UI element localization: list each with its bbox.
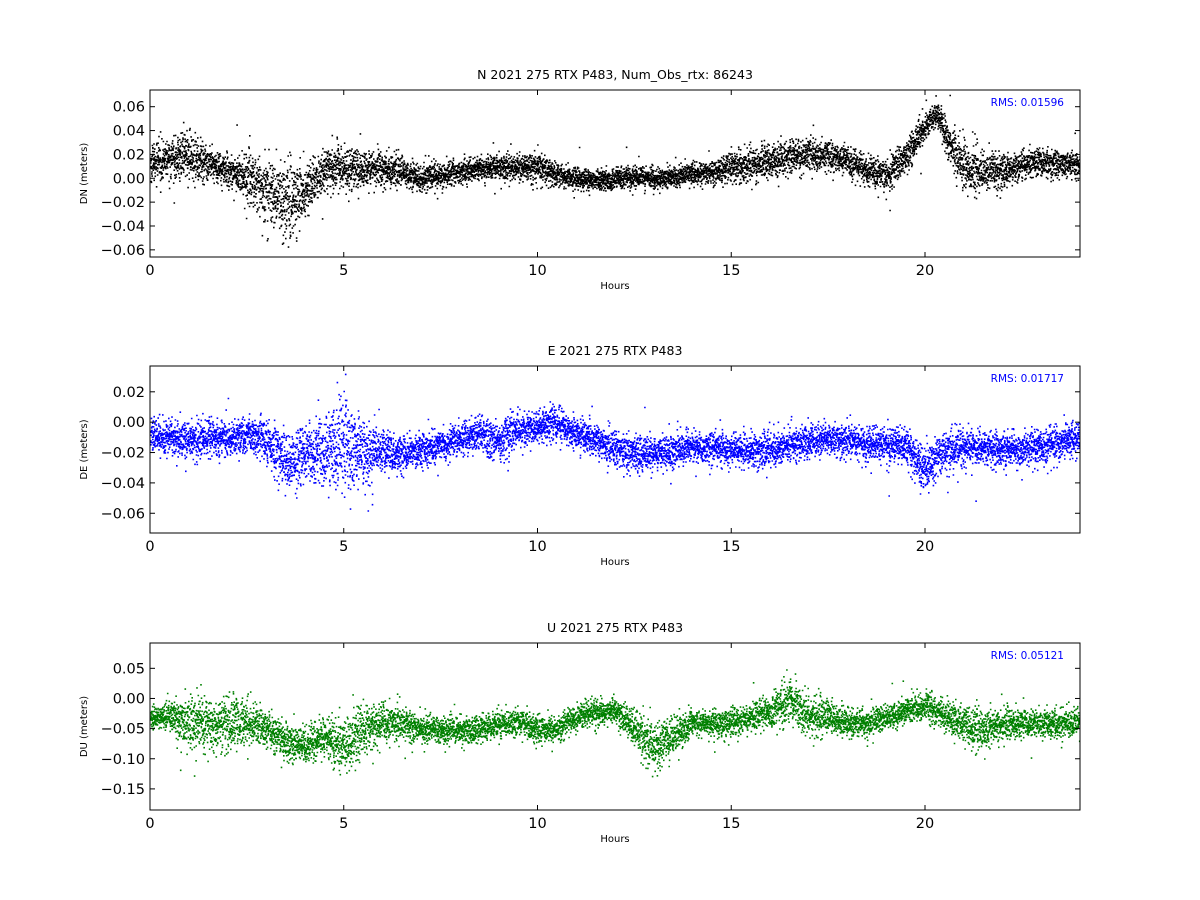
y-tick-label: 0.00 <box>113 171 145 187</box>
panel-north-rms-annotation: RMS: 0.01596 <box>991 97 1065 109</box>
panel-up: U 2021 275 RTX P483 Hours DU (meters) RM… <box>79 620 1081 845</box>
panel-east-ylabel: DE (meters) <box>79 419 90 479</box>
panel-north-frame <box>149 89 1081 258</box>
y-tick-label: 0.04 <box>113 124 145 140</box>
x-tick-label: 20 <box>916 539 934 555</box>
panel-east-yticks: −0.06 −0.04 −0.02 0.00 0.02 <box>101 385 1080 522</box>
panel-up-points <box>150 669 1080 778</box>
data-points <box>150 669 1080 778</box>
y-tick-label: 0.00 <box>113 691 145 707</box>
panel-east: E 2021 275 RTX P483 Hours DE (meters) RM… <box>79 343 1081 568</box>
x-tick-label: 5 <box>339 539 348 555</box>
data-points <box>150 373 1080 512</box>
y-tick-label: −0.04 <box>101 219 145 235</box>
x-tick-label: 20 <box>916 816 934 832</box>
y-tick-label: 0.00 <box>113 415 145 431</box>
x-tick-label: 15 <box>722 816 740 832</box>
panel-up-yticks: −0.15 −0.10 −0.05 0.00 0.05 <box>101 661 1080 798</box>
x-tick-label: 15 <box>722 539 740 555</box>
panel-north-title: N 2021 275 RTX P483, Num_Obs_rtx: 86243 <box>477 67 753 82</box>
panel-up-rms-annotation: RMS: 0.05121 <box>991 650 1064 662</box>
panel-north-ylabel: DN (meters) <box>79 143 90 205</box>
panel-up-xlabel: Hours <box>600 834 629 845</box>
panel-east-xlabel: Hours <box>600 557 629 568</box>
y-tick-label: −0.10 <box>101 752 145 768</box>
panel-east-frame <box>149 365 1081 534</box>
y-tick-label: 0.02 <box>113 385 145 401</box>
panel-up-title: U 2021 275 RTX P483 <box>547 620 683 635</box>
x-tick-label: 0 <box>145 263 154 279</box>
y-tick-label: −0.06 <box>101 506 145 522</box>
data-points <box>150 94 1080 248</box>
y-tick-label: −0.06 <box>101 243 145 259</box>
panel-east-xticks: 0 5 10 15 20 <box>145 366 934 555</box>
y-tick-label: −0.15 <box>101 782 145 798</box>
panel-north-xticks: 0 5 10 15 20 <box>145 90 934 279</box>
panel-east-rms-annotation: RMS: 0.01717 <box>991 373 1064 385</box>
x-tick-label: 15 <box>722 263 740 279</box>
y-tick-label: −0.05 <box>101 722 145 738</box>
panel-east-title: E 2021 275 RTX P483 <box>548 343 683 358</box>
panel-north-xlabel: Hours <box>600 281 629 292</box>
y-tick-label: 0.02 <box>113 147 145 163</box>
x-tick-label: 10 <box>528 263 546 279</box>
x-tick-label: 5 <box>339 263 348 279</box>
y-tick-label: −0.02 <box>101 195 145 211</box>
x-tick-label: 0 <box>145 539 154 555</box>
panel-north-yticks: −0.06 −0.04 −0.02 0.00 0.02 0.04 0.06 <box>101 100 1080 259</box>
x-tick-label: 10 <box>528 816 546 832</box>
y-tick-label: −0.04 <box>101 476 145 492</box>
panel-up-xticks: 0 5 10 15 20 <box>145 643 934 832</box>
panel-up-frame <box>149 642 1081 811</box>
x-tick-label: 10 <box>528 539 546 555</box>
panel-north: N 2021 275 RTX P483, Num_Obs_rtx: 86243 … <box>79 67 1081 292</box>
y-tick-label: 0.05 <box>113 661 145 677</box>
panel-up-ylabel: DU (meters) <box>79 696 90 757</box>
y-tick-label: 0.06 <box>113 100 145 116</box>
panel-north-points <box>150 94 1080 248</box>
panel-east-points <box>150 373 1080 512</box>
y-tick-label: −0.02 <box>101 446 145 462</box>
x-tick-label: 0 <box>145 816 154 832</box>
x-tick-label: 5 <box>339 816 348 832</box>
x-tick-label: 20 <box>916 263 934 279</box>
